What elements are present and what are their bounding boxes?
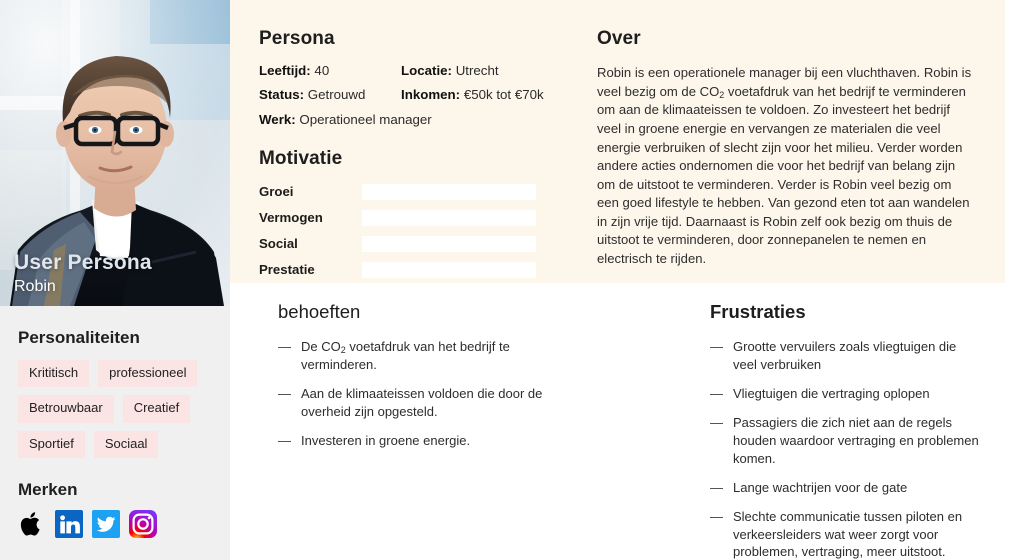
persona-summary-panel: Persona Leeftijd: 40 Locatie: Utrecht St… [230, 0, 1005, 283]
frustrations-list-item: — Lange wachtrijen voor de gate [710, 479, 980, 497]
fact-income-label: Inkomen: [401, 87, 461, 103]
dash-icon: — [710, 385, 723, 401]
fact-status-label: Status: [259, 87, 305, 103]
persona-heading: Persona [259, 28, 335, 49]
personalities-section: Personaliteiten Krititisch professioneel… [0, 328, 230, 538]
about-paragraph: Robin is een operationele manager bij ee… [597, 64, 976, 269]
brands-heading: Merken [18, 479, 78, 499]
fact-status-value: Getrouwd [307, 87, 366, 103]
fact-row: Werk: Operationeel manager [259, 111, 580, 127]
persona-column: Persona Leeftijd: 40 Locatie: Utrecht St… [230, 28, 580, 288]
fact-age-value: 40 [314, 63, 330, 78]
about-part2: voetafdruk van het bedrijf te vermindere… [597, 83, 970, 266]
overlay-name: Robin [14, 277, 56, 295]
frustrations-item-text: Vliegtuigen die vertraging oplopen [733, 385, 930, 401]
sidebar: User Persona Robin Personaliteiten Kriti… [0, 0, 230, 560]
needs-list-item: — De CO2 voetafdruk van het bedrijf te v… [278, 338, 588, 374]
fact-work-label: Werk: [259, 111, 296, 127]
frustrations-list-item: — Grootte vervuilers zoals vliegtuigen d… [710, 338, 980, 374]
needs-heading: behoeften [278, 301, 361, 322]
motivation-bar-track [362, 261, 536, 278]
linkedin-icon[interactable] [55, 509, 83, 538]
frustrations-item-text: Lange wachtrijen voor de gate [733, 479, 908, 495]
frustrations-item-text: Grootte vervuilers zoals vliegtuigen die… [733, 339, 957, 372]
personality-tag[interactable]: Krititisch [18, 360, 90, 388]
dash-icon: — [710, 414, 723, 430]
frustrations-list: — Grootte vervuilers zoals vliegtuigen d… [710, 338, 1005, 560]
motivation-bar-row: Groei [259, 183, 580, 200]
overlay-title: User Persona [14, 251, 152, 275]
dash-icon: — [278, 433, 291, 449]
motivation-bar-label: Prestatie [259, 262, 315, 278]
dash-icon: — [278, 386, 291, 402]
motivation-bar-label: Social [259, 236, 298, 252]
fact-income: Inkomen: €50k tot €70k [401, 88, 544, 101]
needs-list-item: — Aan de klimaateissen voldoen die door … [278, 385, 588, 421]
brand-icon-list [18, 509, 212, 538]
personalities-heading: Personaliteiten [18, 328, 140, 347]
dash-icon: — [710, 339, 723, 354]
motivation-bar-label: Vermogen [259, 210, 323, 226]
needs-frustrations-panel: behoeften — De CO2 voetafdruk van het be… [230, 283, 1011, 560]
needs-item-text: Investeren in groene energie. [301, 433, 471, 449]
fact-status: Status: Getrouwd [259, 88, 401, 101]
frustrations-item-text: Slechte communicatie tussen piloten en v… [733, 508, 963, 560]
needs-item-text: De CO2 voetafdruk van het bedrijf te ver… [301, 338, 588, 374]
fact-age-label: Leeftijd: [259, 63, 311, 78]
personality-tag-list: Krititisch professioneel Betrouwbaar Cre… [18, 360, 212, 458]
needs-list-item: — Investeren in groene energie. [278, 432, 588, 450]
fact-age: Leeftijd: 40 [259, 64, 401, 77]
fact-row: Leeftijd: 40 Locatie: Utrecht [259, 64, 580, 77]
fact-work-value: Operationeel manager [299, 111, 432, 127]
needs-item-subscript: 2 [340, 345, 346, 355]
frustrations-list-item: — Slechte communicatie tussen piloten en… [710, 508, 980, 560]
fact-income-value: €50k tot €70k [463, 87, 544, 103]
photo-overlay: User Persona Robin [14, 251, 152, 296]
personality-tag[interactable]: Sportief [18, 430, 85, 458]
motivation-bar-row: Social [259, 235, 580, 252]
dash-icon: — [710, 479, 723, 495]
motivation-bar-label: Groei [259, 184, 294, 200]
instagram-icon[interactable] [129, 509, 157, 538]
fact-location-label: Locatie: [401, 63, 452, 78]
about-heading: Over [597, 28, 641, 49]
fact-location-value: Utrecht [455, 63, 499, 78]
dash-icon: — [278, 339, 291, 354]
about-subscript: 2 [719, 89, 725, 100]
frustrations-column: Frustraties — Grootte vervuilers zoals v… [655, 301, 1005, 560]
motivation-bar-row: Vermogen [259, 209, 580, 226]
personality-tag[interactable]: Betrouwbaar [18, 395, 114, 423]
frustrations-list-item: — Passagiers die zich niet aan de regels… [710, 414, 980, 468]
persona-photo: User Persona Robin [0, 0, 230, 306]
needs-list: — De CO2 voetafdruk van het bedrijf te v… [278, 338, 655, 450]
frustrations-item-text: Passagiers die zich niet aan de regels h… [733, 414, 979, 466]
about-column: Over Robin is een operationele manager b… [580, 28, 976, 288]
apple-icon[interactable] [18, 510, 46, 538]
motivation-heading: Motivatie [259, 147, 343, 169]
dash-icon: — [710, 508, 723, 524]
fact-row: Status: Getrouwd Inkomen: €50k tot €70k [259, 88, 580, 101]
motivation-bar-track [362, 209, 536, 226]
needs-column: behoeften — De CO2 voetafdruk van het be… [230, 301, 655, 560]
motivation-bar-track [362, 183, 536, 200]
twitter-icon[interactable] [92, 509, 120, 538]
needs-item-part1: De CO [301, 339, 341, 354]
motivation-bar-row: Prestatie [259, 261, 580, 278]
fact-location: Locatie: Utrecht [401, 64, 499, 77]
personality-tag[interactable]: professioneel [98, 360, 198, 388]
personality-tag[interactable]: Creatief [122, 395, 191, 423]
needs-item-part2: voetafdruk van het bedrijf te vermindere… [301, 339, 510, 373]
portrait-illustration [0, 0, 230, 306]
about-part1: Robin is een operationele manager bij ee… [597, 65, 972, 99]
personality-tag[interactable]: Sociaal [93, 430, 159, 458]
needs-item-text: Aan de klimaateissen voldoen die door de… [301, 386, 543, 420]
frustrations-list-item: — Vliegtuigen die vertraging oplopen [710, 385, 980, 403]
frustrations-heading: Frustraties [710, 301, 806, 322]
motivation-bar-track [362, 235, 536, 252]
motivation-bar-list: Groei Vermogen Social Prestatie [259, 183, 580, 278]
fact-work: Werk: Operationeel manager [259, 111, 432, 127]
persona-facts: Leeftijd: 40 Locatie: Utrecht Status: Ge… [259, 64, 580, 126]
